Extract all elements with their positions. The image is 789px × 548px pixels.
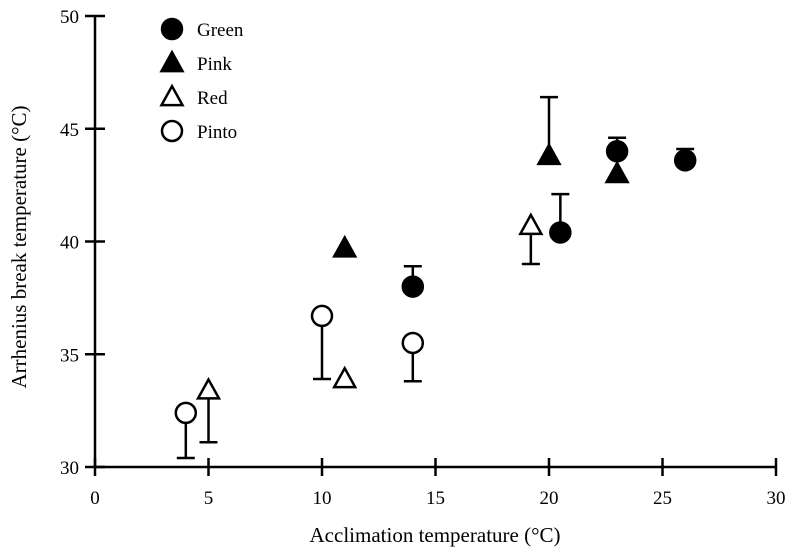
x-tick-label: 15 — [426, 488, 445, 509]
y-axis-label: Arrhenius break temperature (°C) — [7, 105, 31, 388]
pink-point — [536, 142, 562, 166]
y-tick-label: 35 — [60, 345, 79, 366]
y-tick-label: 30 — [60, 458, 79, 479]
legend-marker-pinto — [160, 119, 184, 143]
green-point — [549, 221, 572, 244]
legend-marker-pink — [159, 49, 185, 73]
pinto-point — [310, 304, 334, 328]
pinto-point — [401, 331, 425, 355]
data-marks — [174, 95, 697, 460]
y-tick-label: 40 — [60, 233, 79, 254]
y-tick-label: 45 — [60, 120, 79, 141]
legend-label-red: Red — [197, 88, 228, 109]
green-point — [401, 275, 425, 298]
x-tick-label: 5 — [204, 488, 214, 509]
red-point — [518, 212, 544, 236]
green-point — [605, 140, 629, 163]
legend-label-pink: Pink — [197, 54, 232, 75]
x-tick-label: 30 — [767, 488, 786, 509]
x-tick-label: 25 — [653, 488, 672, 509]
x-tick-label: 10 — [313, 488, 332, 509]
x-tick-label: 20 — [540, 488, 559, 509]
x-axis-label: Acclimation temperature (°C) — [310, 523, 561, 547]
red-point — [195, 376, 222, 400]
legend-label-green: Green — [197, 20, 244, 41]
axes: 0 5 10 15 20 25 30 30 35 40 45 50 — [60, 7, 786, 509]
legend-marker-green — [160, 17, 184, 41]
legend-marker-red — [159, 83, 185, 107]
x-tick-label: 0 — [90, 488, 100, 509]
red-point — [332, 365, 358, 389]
pinto-point — [174, 401, 198, 425]
legend-label-pinto: Pinto — [197, 122, 237, 143]
green-point — [673, 149, 697, 172]
pink-point — [604, 160, 630, 184]
pink-point — [332, 234, 358, 258]
y-tick-label: 50 — [60, 7, 79, 28]
legend: Green Pink Red Pinto — [159, 17, 244, 143]
